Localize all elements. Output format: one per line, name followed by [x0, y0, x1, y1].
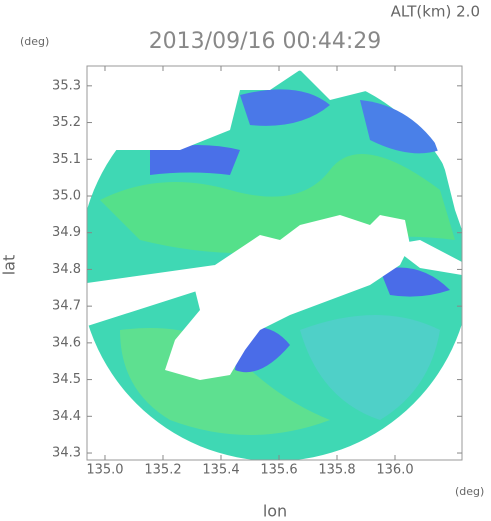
y-tick-label: 34.5: [52, 372, 81, 387]
y-tick-label: 34.3: [52, 446, 81, 461]
y-tick-label: 35.3: [52, 78, 81, 93]
y-tick-label: 34.4: [52, 409, 81, 424]
x-tick-label: 135.8: [318, 463, 355, 478]
x-tick-label: 135.2: [144, 463, 181, 478]
altitude-label: ALT(km) 2.0: [391, 3, 480, 21]
x-axis-label: lon: [263, 502, 287, 521]
plot-frame: [86, 65, 463, 461]
y-tick-label: 34.8: [52, 262, 81, 277]
y-tick-label: 34.6: [52, 335, 81, 350]
y-tick-label: 34.7: [52, 299, 81, 314]
x-tick-label: 135.4: [202, 463, 239, 478]
y-tick-label: 35.2: [52, 115, 81, 130]
y-tick-label: 35.1: [52, 152, 81, 167]
y-unit: (deg): [20, 35, 49, 48]
y-tick-label: 34.9: [52, 225, 81, 240]
y-tick-label: 35.0: [52, 188, 81, 203]
x-unit: (deg): [455, 485, 484, 498]
y-axis-label: lat: [0, 255, 19, 276]
timestamp: 2013/09/16 00:44:29: [149, 29, 382, 54]
x-tick-label: 135.0: [86, 463, 123, 478]
reflectivity-field: [87, 66, 462, 460]
x-tick-label: 136.0: [376, 463, 413, 478]
x-tick-label: 135.6: [260, 463, 297, 478]
